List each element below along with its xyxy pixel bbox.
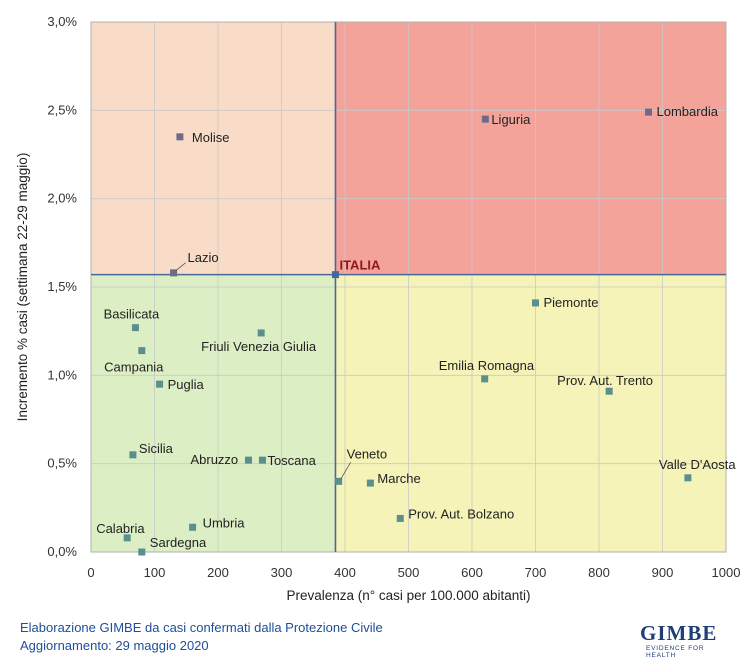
point-molise — [176, 133, 184, 141]
x-tick-label: 400 — [334, 565, 356, 580]
point-sardegna — [138, 548, 146, 556]
x-tick-label: 800 — [588, 565, 610, 580]
label-sardegna: Sardegna — [150, 535, 207, 550]
logo-name: GIMBE — [640, 621, 718, 645]
quadrant-bottom-right — [335, 274, 726, 552]
point-calabria — [123, 534, 131, 542]
label-basilicata: Basilicata — [104, 307, 160, 322]
y-axis-title: Incremento % casi (settimana 22-29 maggi… — [15, 153, 30, 422]
y-tick-label: 2,5% — [47, 102, 77, 117]
label-lazio: Lazio — [188, 250, 219, 265]
x-tick-label: 500 — [398, 565, 420, 580]
point-friuli-venezia-giulia — [257, 329, 265, 337]
leader-line-lazio — [175, 262, 186, 272]
quadrant-top-left — [91, 22, 336, 275]
point-umbria — [189, 523, 197, 531]
label-piemonte: Piemonte — [544, 295, 599, 310]
quadrant-bottom-left — [91, 274, 336, 552]
y-tick-label: 3,0% — [47, 14, 77, 29]
label-toscana: Toscana — [267, 453, 316, 468]
point-valle-d-aosta — [684, 474, 692, 482]
logo-tagline: EVIDENCE FOR HEALTH — [646, 645, 705, 659]
point-sicilia — [129, 451, 137, 459]
x-tick-label: 0 — [87, 565, 94, 580]
y-tick-label: 0,0% — [47, 544, 77, 559]
y-tick-label: 1,0% — [47, 367, 77, 382]
footer-source: Elaborazione GIMBE da casi confermati da… — [20, 620, 383, 635]
y-tick-label: 1,5% — [47, 279, 77, 294]
point-piemonte — [532, 299, 539, 307]
x-tick-label: 300 — [271, 565, 293, 580]
point-puglia — [156, 380, 164, 388]
point-toscana — [258, 456, 266, 464]
point-prov-aut-trento — [605, 387, 613, 395]
plot-border — [90, 21, 727, 553]
label-liguria: Liguria — [491, 112, 531, 127]
label-abruzzo: Abruzzo — [190, 452, 238, 467]
y-tick-label: 0,5% — [47, 456, 77, 471]
y-tick-label: 2,0% — [47, 191, 77, 206]
label-friuli-venezia-giulia: Friuli Venezia Giulia — [201, 339, 317, 354]
italia-label: ITALIA — [339, 258, 381, 273]
point-lombardia — [645, 108, 653, 116]
label-sicilia: Sicilia — [139, 441, 174, 456]
label-prov-aut-trento: Prov. Aut. Trento — [557, 373, 653, 388]
x-tick-label: 200 — [207, 565, 229, 580]
point-marche — [366, 479, 374, 487]
label-valle-d-aosta: Valle D'Aosta — [659, 457, 736, 472]
point-prov-aut-bolzano — [396, 514, 404, 522]
x-tick-label: 100 — [144, 565, 166, 580]
label-umbria: Umbria — [203, 515, 246, 530]
label-puglia: Puglia — [168, 377, 205, 392]
label-marche: Marche — [377, 471, 420, 486]
label-prov-aut-bolzano: Prov. Aut. Bolzano — [408, 506, 514, 521]
label-calabria: Calabria — [96, 521, 145, 536]
label-veneto: Veneto — [347, 446, 388, 461]
leader-line-veneto — [340, 462, 351, 480]
x-tick-label: 700 — [525, 565, 547, 580]
label-campania: Campania — [104, 360, 164, 375]
point-veneto — [335, 477, 343, 485]
point-campania — [138, 347, 146, 355]
x-tick-label: 600 — [461, 565, 483, 580]
label-molise: Molise — [192, 130, 230, 145]
x-tick-label: 900 — [652, 565, 674, 580]
quadrant-top-right — [335, 22, 726, 275]
label-lombardia: Lombardia — [657, 104, 719, 119]
point-liguria — [481, 115, 489, 123]
point-basilicata — [131, 324, 139, 332]
point-lazio — [170, 269, 178, 277]
x-tick-label: 1000 — [712, 565, 741, 580]
x-axis-title: Prevalenza (n° casi per 100.000 abitanti… — [286, 588, 530, 603]
label-emilia-romagna: Emilia Romagna — [439, 358, 535, 373]
italia-marker — [331, 271, 339, 279]
point-emilia-romagna — [481, 375, 489, 383]
footer-update: Aggiornamento: 29 maggio 2020 — [20, 638, 209, 653]
gimbe-logo: GIMBE EVIDENCE FOR HEALTH — [640, 621, 730, 659]
point-abruzzo — [244, 456, 252, 464]
